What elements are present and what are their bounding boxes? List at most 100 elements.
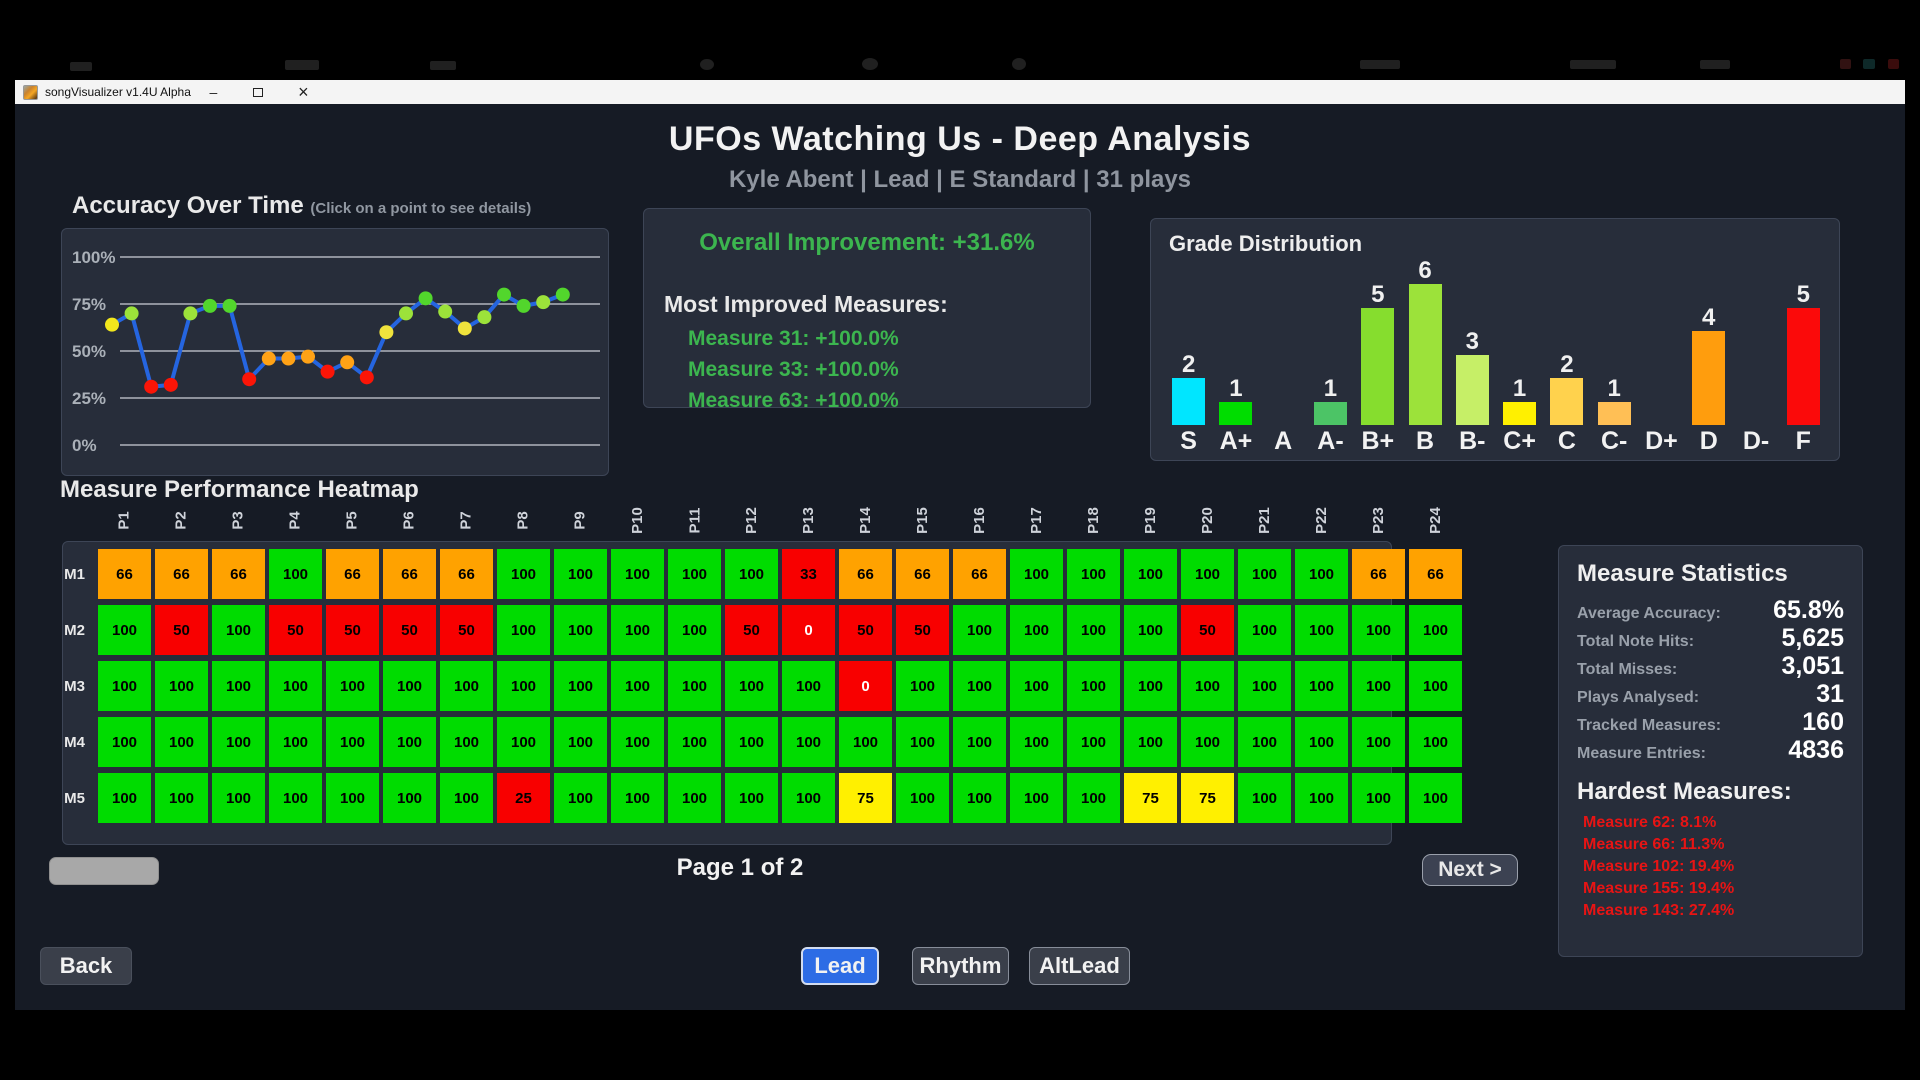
accuracy-point[interactable] xyxy=(457,321,472,336)
heatmap-cell: 100 xyxy=(554,773,607,823)
y-axis-tick: 50% xyxy=(72,342,106,361)
accuracy-point[interactable] xyxy=(163,377,178,392)
grade-label: C- xyxy=(1600,427,1628,455)
close-button[interactable]: × xyxy=(298,81,309,102)
grade-label: S xyxy=(1180,427,1197,455)
heatmap-cell: 100 xyxy=(611,661,664,711)
accuracy-point[interactable] xyxy=(105,317,119,332)
y-axis-tick: 0% xyxy=(72,436,97,455)
accuracy-point[interactable] xyxy=(261,351,276,366)
heatmap-cell: 100 xyxy=(1352,661,1405,711)
accuracy-point[interactable] xyxy=(359,370,374,385)
accuracy-point[interactable] xyxy=(477,310,492,325)
heatmap-cell: 50 xyxy=(725,605,778,655)
grade-label: B- xyxy=(1459,427,1486,455)
heatmap-cell: 66 xyxy=(896,549,949,599)
heatmap-grid: P1 P2 P3 P4 P5 P6 P7 P8 P9 P10 P11 P12 P13 P14 P15 P16 P… xyxy=(45,492,1485,842)
heatmap-cell: 50 xyxy=(896,605,949,655)
heatmap-cell: 66 xyxy=(1352,549,1405,599)
hardest-measure-item: Measure 102: 19.4% xyxy=(1583,858,1735,875)
accuracy-line-chart: 100% 75% 50% 25% 0% xyxy=(72,248,600,455)
heatmap-column-header: P8 xyxy=(514,510,532,530)
accuracy-point[interactable] xyxy=(497,287,511,302)
heatmap-cell: 100 xyxy=(953,605,1006,655)
grade-count-label: 1 xyxy=(1229,374,1243,402)
grade-bar-column: 1 xyxy=(1496,375,1543,425)
stat-row: Measure Entries: 4836 xyxy=(1577,736,1844,764)
accuracy-point[interactable] xyxy=(124,306,139,321)
next-page-button[interactable]: Next > xyxy=(1422,854,1518,886)
accuracy-point[interactable] xyxy=(301,349,315,364)
accuracy-point[interactable] xyxy=(399,306,413,321)
heatmap-column-header: P21 xyxy=(1255,506,1273,534)
heatmap-cell: 100 xyxy=(155,717,208,767)
accuracy-point[interactable] xyxy=(516,298,531,313)
heatmap-cell: 100 xyxy=(953,717,1006,767)
background-fragment xyxy=(700,59,714,70)
window-title: songVisualizer v1.4U Alpha xyxy=(45,85,191,99)
stat-label: Tracked Measures: xyxy=(1577,717,1722,734)
y-axis-tick: 100% xyxy=(72,248,115,267)
accuracy-point[interactable] xyxy=(418,291,433,306)
heatmap-cell: 100 xyxy=(1181,549,1234,599)
maximize-button[interactable] xyxy=(236,80,281,104)
accuracy-heading-hint: (Click on a point to see details) xyxy=(310,200,532,217)
accuracy-point[interactable] xyxy=(183,306,198,321)
heatmap-cell: 100 xyxy=(1295,549,1348,599)
app-window: songVisualizer v1.4U Alpha – × UFOs Watc… xyxy=(15,80,1905,1010)
back-button[interactable]: Back xyxy=(40,947,132,985)
heatmap-cell: 100 xyxy=(1409,605,1462,655)
heatmap-cell: 100 xyxy=(155,661,208,711)
grade-bar-column: 3 xyxy=(1449,328,1496,425)
tab-lead[interactable]: Lead xyxy=(801,947,879,985)
accuracy-point[interactable] xyxy=(536,295,551,310)
improvement-panel: Overall Improvement: +31.6% Most Improve… xyxy=(643,208,1091,412)
accuracy-point[interactable] xyxy=(144,379,159,394)
accuracy-point[interactable] xyxy=(379,325,394,340)
heatmap-cell: 66 xyxy=(1409,549,1462,599)
grade-bar-column: 6 xyxy=(1401,258,1448,425)
grade-label: A xyxy=(1274,427,1293,455)
heatmap-cell: 66 xyxy=(98,549,151,599)
heatmap-cell: 100 xyxy=(1352,773,1405,823)
stat-label: Average Accuracy: xyxy=(1577,605,1721,622)
heatmap-cell: 100 xyxy=(1352,717,1405,767)
grade-distribution-panel: Grade Distribution 2 1 1 5 6 3 1 2 1 4 5 S A+ A A- B+ B… xyxy=(1150,218,1840,461)
heatmap-cell: 100 xyxy=(611,549,664,599)
heatmap-cell: 100 xyxy=(1295,717,1348,767)
tab-altlead[interactable]: AltLead xyxy=(1029,947,1130,985)
accuracy-point[interactable] xyxy=(281,351,296,366)
background-fragment xyxy=(1863,59,1875,69)
accuracy-point[interactable] xyxy=(438,304,453,319)
tab-rhythm[interactable]: Rhythm xyxy=(912,947,1009,985)
heatmap-cell: 100 xyxy=(668,605,721,655)
heatmap-row-label: M4 xyxy=(64,733,85,751)
heatmap-cell: 66 xyxy=(440,549,493,599)
heatmap-cell: 100 xyxy=(896,773,949,823)
heatmap-cell: 100 xyxy=(782,661,835,711)
heatmap-cell: 75 xyxy=(1124,773,1177,823)
prev-page-button[interactable] xyxy=(49,857,159,885)
stat-label: Total Misses: xyxy=(1577,661,1678,678)
accuracy-point[interactable] xyxy=(203,298,217,313)
grade-bars: 2 1 1 5 6 3 1 2 1 4 5 xyxy=(1165,255,1827,425)
heatmap-column-header: P23 xyxy=(1369,506,1387,534)
accuracy-point[interactable] xyxy=(340,355,355,370)
heatmap-cell: 50 xyxy=(383,605,436,655)
heatmap-cell: 100 xyxy=(1295,773,1348,823)
heatmap-cell: 100 xyxy=(668,661,721,711)
heatmap-cell: 66 xyxy=(212,549,265,599)
grade-bar-column: 2 xyxy=(1543,352,1590,425)
heatmap-cell: 100 xyxy=(839,717,892,767)
accuracy-point[interactable] xyxy=(320,364,335,379)
accuracy-point[interactable] xyxy=(222,298,237,313)
heatmap-cell: 100 xyxy=(1010,605,1063,655)
accuracy-point[interactable] xyxy=(555,287,570,302)
background-fragment xyxy=(862,58,878,70)
heatmap-cell: 100 xyxy=(1067,661,1120,711)
y-axis-tick: 75% xyxy=(72,295,106,314)
heatmap-column-header: P22 xyxy=(1312,506,1330,534)
heatmap-cell: 100 xyxy=(1238,661,1291,711)
accuracy-point[interactable] xyxy=(242,372,257,387)
minimize-button[interactable]: – xyxy=(209,84,218,100)
